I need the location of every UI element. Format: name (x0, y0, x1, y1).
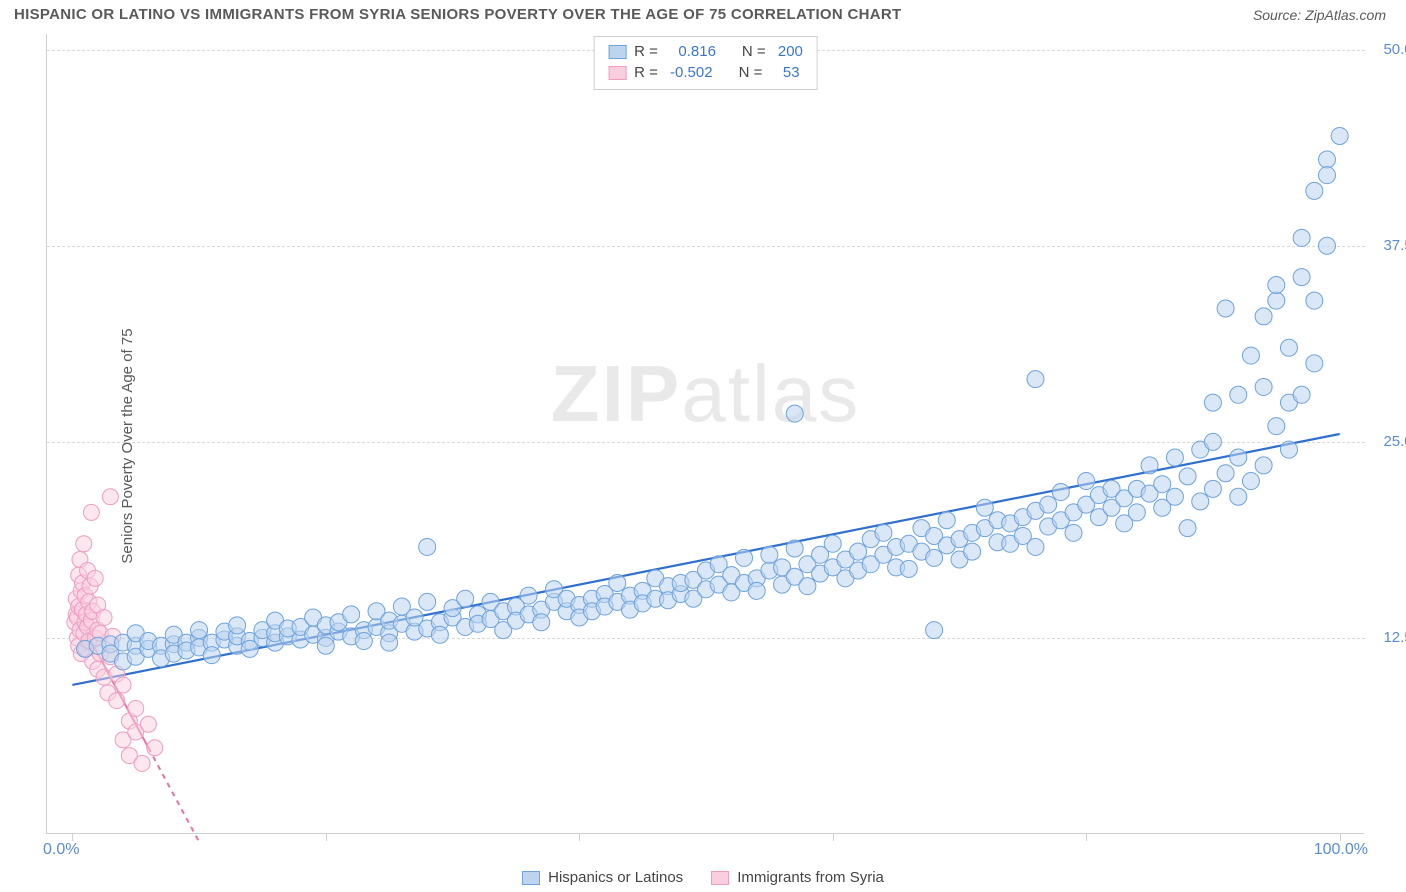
x-tick (833, 833, 834, 841)
stat-r-label: R = (634, 41, 658, 62)
x-axis-start-label: 0.0% (43, 841, 79, 859)
stats-row: R = -0.502 N = 53 (608, 62, 803, 83)
stat-r-label: R = (634, 62, 658, 83)
stats-legend-box: R = 0.816 N = 200 R = -0.502 N = 53 (593, 36, 818, 90)
chart-title: HISPANIC OR LATINO VS IMMIGRANTS FROM SY… (14, 6, 901, 23)
stat-r-value: -0.502 (666, 62, 713, 83)
y-tick-label: 37.5% (1383, 237, 1406, 254)
legend-label: Hispanics or Latinos (548, 869, 683, 886)
x-tick (579, 833, 580, 841)
stat-n-value: 53 (770, 62, 799, 83)
legend-swatch (608, 45, 626, 59)
legend-swatch (522, 871, 540, 885)
legend-swatch (608, 66, 626, 80)
scatter-svg (47, 34, 1365, 834)
stat-n-label: N = (742, 41, 766, 62)
source-label: Source: ZipAtlas.com (1253, 7, 1386, 23)
y-tick-label: 50.0% (1383, 41, 1406, 58)
stat-n-value: 200 (774, 41, 803, 62)
legend-item: Hispanics or Latinos (522, 869, 683, 886)
x-tick (1340, 833, 1341, 841)
x-tick (72, 833, 73, 841)
y-tick-label: 25.0% (1383, 433, 1406, 450)
x-tick (1086, 833, 1087, 841)
legend-label: Immigrants from Syria (737, 869, 884, 886)
x-axis-end-label: 100.0% (1314, 841, 1368, 859)
legend-item: Immigrants from Syria (711, 869, 884, 886)
bottom-legend: Hispanics or Latinos Immigrants from Syri… (0, 869, 1406, 886)
x-tick (326, 833, 327, 841)
legend-swatch (711, 871, 729, 885)
stat-n-label: N = (739, 62, 763, 83)
stat-r-value: 0.816 (666, 41, 716, 62)
stats-row: R = 0.816 N = 200 (608, 41, 803, 62)
chart-plot-area: ZIPatlas 12.5%25.0%37.5%50.0% R = 0.816N… (46, 34, 1364, 834)
y-tick-label: 12.5% (1383, 629, 1406, 646)
